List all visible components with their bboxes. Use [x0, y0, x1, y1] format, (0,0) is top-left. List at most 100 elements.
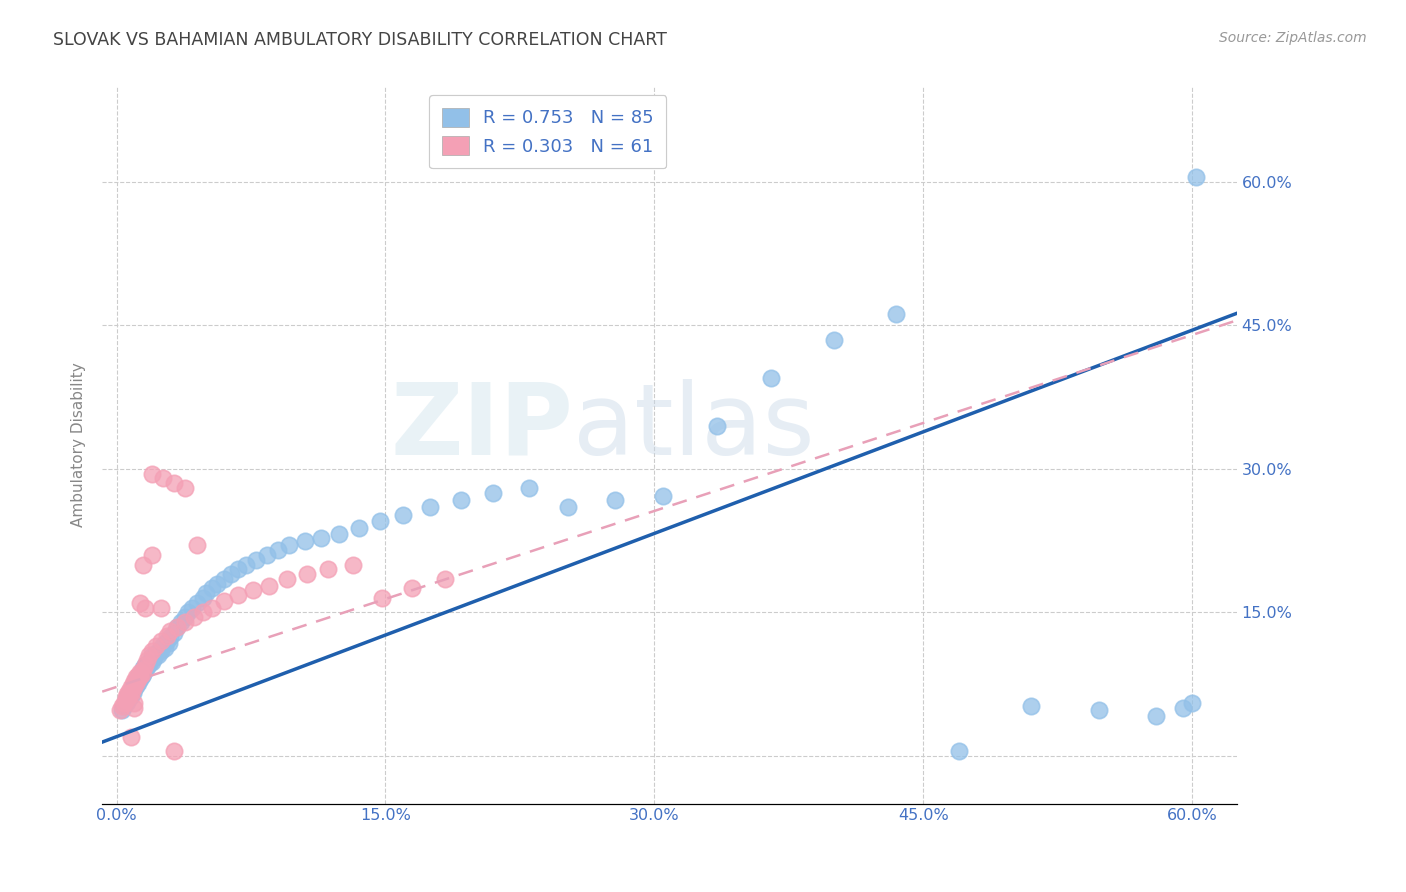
Point [114, 690, 136, 704]
Point [163, 476, 186, 491]
Y-axis label: Ambulatory Disability: Ambulatory Disability [72, 363, 86, 527]
Text: ZIP: ZIP [391, 378, 574, 475]
Point [145, 646, 167, 660]
Point [125, 674, 148, 689]
Point [125, 670, 148, 684]
Point [328, 527, 350, 541]
Point [141, 643, 163, 657]
Point [117, 690, 139, 704]
Point [652, 489, 675, 503]
Point [257, 578, 280, 592]
Point [120, 680, 142, 694]
Point [1184, 170, 1206, 185]
Point [132, 663, 155, 677]
Point [141, 655, 163, 669]
Point [191, 605, 214, 619]
Point [450, 492, 472, 507]
Point [111, 703, 134, 717]
Point [295, 567, 318, 582]
Point [128, 665, 150, 679]
Point [242, 583, 264, 598]
Point [132, 666, 155, 681]
Point [245, 553, 267, 567]
Point [111, 699, 134, 714]
Point [138, 648, 160, 663]
Point [141, 649, 163, 664]
Point [276, 572, 298, 586]
Point [173, 610, 195, 624]
Point [212, 572, 235, 586]
Point [173, 481, 195, 495]
Point [517, 481, 540, 495]
Point [152, 638, 174, 652]
Point [128, 667, 150, 681]
Point [277, 538, 299, 552]
Point [148, 641, 170, 656]
Point [347, 521, 370, 535]
Point [131, 666, 153, 681]
Point [153, 640, 176, 655]
Point [884, 307, 907, 321]
Point [186, 596, 208, 610]
Point [177, 605, 200, 619]
Point [603, 492, 626, 507]
Point [120, 730, 142, 744]
Point [706, 418, 728, 433]
Point [118, 683, 141, 698]
Point [557, 500, 579, 515]
Point [124, 696, 146, 710]
Point [156, 634, 179, 648]
Point [124, 674, 146, 689]
Point [159, 624, 181, 639]
Point [200, 582, 222, 596]
Point [138, 655, 160, 669]
Point [121, 677, 143, 691]
Point [141, 467, 163, 481]
Point [170, 615, 193, 629]
Point [948, 744, 970, 758]
Point [134, 657, 156, 672]
Point [117, 687, 139, 701]
Point [219, 567, 242, 582]
Point [118, 689, 141, 703]
Point [371, 591, 394, 605]
Point [180, 600, 202, 615]
Point [152, 471, 174, 485]
Point [145, 639, 167, 653]
Point [482, 485, 505, 500]
Point [156, 629, 179, 643]
Text: Source: ZipAtlas.com: Source: ZipAtlas.com [1219, 31, 1367, 45]
Point [294, 533, 316, 548]
Point [309, 531, 332, 545]
Point [150, 634, 173, 648]
Point [392, 508, 415, 522]
Point [186, 538, 208, 552]
Point [118, 691, 141, 706]
Point [433, 572, 456, 586]
Text: atlas: atlas [574, 378, 814, 475]
Point [1019, 699, 1042, 714]
Point [117, 691, 139, 706]
Point [124, 681, 146, 696]
Point [112, 696, 135, 710]
Point [368, 515, 391, 529]
Point [1181, 696, 1204, 710]
Point [191, 591, 214, 605]
Point [134, 657, 156, 672]
Point [150, 600, 173, 615]
Point [163, 626, 186, 640]
Point [1144, 708, 1167, 723]
Point [117, 695, 139, 709]
Point [235, 558, 257, 572]
Point [121, 680, 143, 694]
Point [136, 653, 159, 667]
Point [112, 699, 135, 714]
Point [138, 657, 160, 671]
Point [228, 562, 250, 576]
Point [125, 676, 148, 690]
Point [200, 600, 222, 615]
Point [163, 744, 186, 758]
Point [131, 669, 153, 683]
Point [159, 630, 181, 644]
Point [124, 677, 146, 691]
